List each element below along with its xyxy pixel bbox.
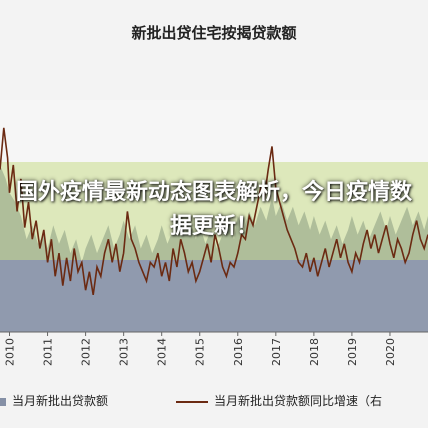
x-tick-label: 2015 [194, 338, 207, 366]
legend-label-area: 当月新批出贷款额 [12, 394, 109, 408]
legend-swatch-line [176, 400, 208, 403]
x-tick-label: 2017 [270, 338, 283, 366]
x-tick-label: 2010 [4, 338, 17, 366]
chart-title: 新批出贷住宅按揭贷款额 [131, 24, 297, 42]
x-tick-label: 2020 [384, 338, 397, 366]
x-tick-label: 2011 [42, 338, 55, 366]
x-tick-label: 2013 [118, 338, 131, 366]
x-tick-label: 2019 [346, 338, 359, 366]
legend-item-area: 当月新批出贷款额 [0, 392, 108, 409]
x-tick-label: 2012 [80, 338, 93, 366]
legend-item-line: 当月新批出贷款额同比增速（右 [176, 392, 382, 409]
x-tick-label: 2014 [156, 338, 169, 366]
x-tick-label: 2016 [232, 338, 245, 366]
headline-overlay: 国外疫情最新动态图表解析，今日疫情数据更新！ [15, 180, 412, 239]
series-line-yoy-growth [0, 127, 428, 296]
x-tick-label: 2018 [308, 338, 321, 366]
legend-swatch-area [0, 397, 6, 406]
legend-label-line: 当月新批出贷款额同比增速（右 [214, 394, 383, 408]
